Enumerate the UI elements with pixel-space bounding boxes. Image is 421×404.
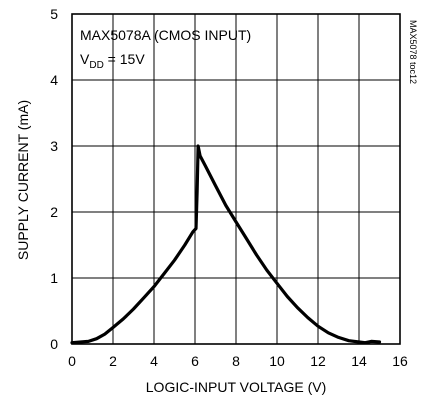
y-axis-ticks: 0 1 2 3 4 5: [50, 6, 58, 352]
y-tick-label: 3: [50, 138, 58, 154]
supply-current-curve: [70, 144, 382, 345]
x-tick-label: 16: [392, 353, 408, 369]
plot-frame: [71, 13, 401, 345]
chart-annotation-line2: VDD = 15V: [80, 51, 145, 71]
x-tick-label: 14: [351, 353, 367, 369]
chart-annotation-line1: MAX5078A (CMOS INPUT): [80, 27, 251, 43]
y-tick-label: 2: [50, 204, 58, 220]
y-axis-label: SUPPLY CURRENT (mA): [15, 100, 31, 260]
x-tick-label: 4: [150, 353, 158, 369]
x-tick-label: 12: [310, 353, 326, 369]
x-tick-label: 10: [269, 353, 285, 369]
x-tick-label: 8: [232, 353, 240, 369]
x-axis-ticks: 0 2 4 6 8 10 12 14 16: [68, 353, 408, 369]
gridlines: [72, 14, 400, 344]
x-axis-label: LOGIC-INPUT VOLTAGE (V): [146, 379, 326, 395]
y-tick-label: 4: [50, 72, 58, 88]
x-tick-label: 2: [109, 353, 117, 369]
side-figure-tag: MAX5078 toc12: [408, 20, 418, 84]
x-tick-label: 6: [191, 353, 199, 369]
y-tick-label: 1: [50, 270, 58, 286]
y-tick-label: 5: [50, 6, 58, 22]
y-tick-label: 0: [50, 336, 58, 352]
x-tick-label: 0: [68, 353, 76, 369]
